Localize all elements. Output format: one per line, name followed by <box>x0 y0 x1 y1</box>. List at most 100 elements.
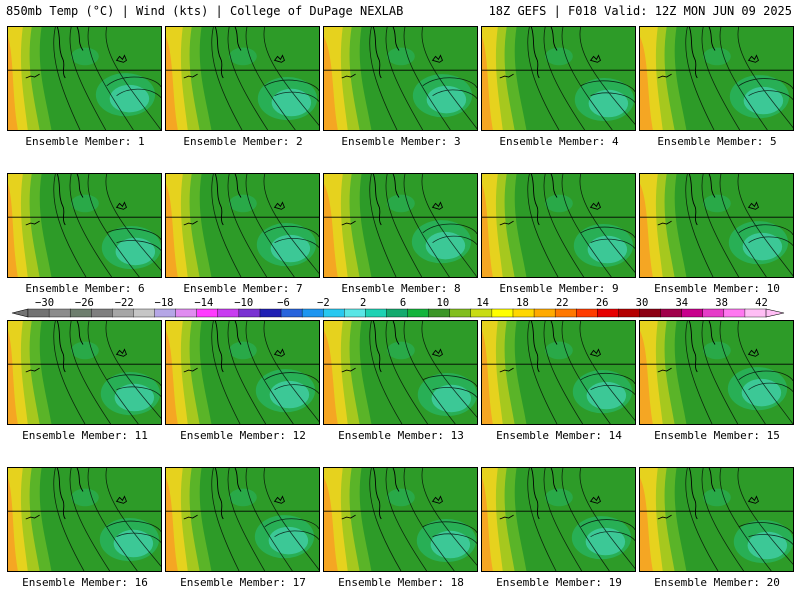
colorbar-swatch <box>259 308 282 318</box>
temperature-map <box>324 321 477 424</box>
colorbar-swatch <box>470 308 493 318</box>
ensemble-panel <box>639 173 794 278</box>
ensemble-member-label: Ensemble Member: 20 <box>654 576 780 589</box>
colorbar-tick-label: −6 <box>277 297 290 309</box>
temperature-map <box>640 27 793 130</box>
ensemble-panel <box>7 467 162 572</box>
ensemble-member-label: Ensemble Member: 11 <box>22 429 148 442</box>
ensemble-panel <box>639 467 794 572</box>
colorbar-tick-label: 38 <box>715 297 728 309</box>
temperature-map <box>324 27 477 130</box>
temperature-map <box>8 27 161 130</box>
temperature-map <box>482 27 635 130</box>
colorbar-tick-label: −26 <box>75 297 94 309</box>
ensemble-member-label: Ensemble Member: 12 <box>180 429 306 442</box>
ensemble-member-label: Ensemble Member: 9 <box>499 282 619 295</box>
colorbar-swatch <box>217 308 240 318</box>
colorbar-tick-label: 22 <box>556 297 569 309</box>
colorbar-swatch <box>512 308 535 318</box>
colorbar-tick-label: 14 <box>476 297 489 309</box>
colorbar-swatch <box>91 308 113 318</box>
ensemble-panel <box>639 26 794 131</box>
temperature-map <box>8 174 161 277</box>
colorbar-swatch <box>48 308 71 318</box>
ensemble-member-label: Ensemble Member: 6 <box>25 282 145 295</box>
ensemble-panel <box>481 173 636 278</box>
ensemble-panel <box>481 320 636 425</box>
colorbar-swatch <box>238 308 261 318</box>
ensemble-member-label: Ensemble Member: 13 <box>338 429 464 442</box>
colorbar-swatch <box>301 308 324 318</box>
colorbar-tick-label: −18 <box>155 297 174 309</box>
colorbar-tick-label: 10 <box>437 297 450 309</box>
ensemble-member-label: Ensemble Member: 15 <box>654 429 780 442</box>
colorbar-tick-label: 2 <box>360 297 366 309</box>
colorbar-swatch <box>449 308 472 318</box>
model-run-info: 18Z GEFS | F018 Valid: 12Z MON JUN 09 20… <box>488 4 792 18</box>
colorbar-swatch <box>133 308 156 318</box>
ensemble-member-label: Ensemble Member: 5 <box>657 135 777 148</box>
temperature-map <box>8 468 161 571</box>
colorbar-swatch <box>69 308 92 318</box>
ensemble-member-label: Ensemble Member: 7 <box>183 282 303 295</box>
colorbar-swatch <box>175 308 198 318</box>
ensemble-panel <box>165 173 320 278</box>
temperature-map <box>324 174 477 277</box>
temperature-map <box>166 174 319 277</box>
ensemble-panel <box>165 467 320 572</box>
temperature-map <box>166 468 319 571</box>
temperature-map <box>640 321 793 424</box>
colorbar-swatch <box>533 308 556 318</box>
temperature-map <box>324 468 477 571</box>
temperature-map <box>482 174 635 277</box>
ensemble-panel <box>639 320 794 425</box>
colorbar-tick-label: −2 <box>317 297 330 309</box>
temperature-map <box>166 321 319 424</box>
colorbar-tick-label: 6 <box>400 297 406 309</box>
colorbar-swatch <box>407 308 430 318</box>
ensemble-member-label: Ensemble Member: 4 <box>499 135 619 148</box>
colorbar-tick-label: 26 <box>596 297 609 309</box>
ensemble-panel <box>323 26 478 131</box>
map-title: 850mb Temp (°C) | Wind (kts) | College o… <box>6 4 404 18</box>
colorbar-swatch <box>554 308 577 318</box>
colorbar-arrow-low <box>11 308 29 318</box>
ensemble-member-label: Ensemble Member: 16 <box>22 576 148 589</box>
colorbar-tick-label: −10 <box>234 297 253 309</box>
temperature-map <box>640 174 793 277</box>
colorbar-tick-label: −14 <box>194 297 213 309</box>
colorbar-swatch <box>597 308 619 318</box>
temperature-map <box>8 321 161 424</box>
colorbar-swatch <box>639 308 662 318</box>
ensemble-member-label: Ensemble Member: 18 <box>338 576 464 589</box>
colorbar-swatch <box>196 308 219 318</box>
colorbar-tick-label: 34 <box>675 297 688 309</box>
ensemble-panel <box>7 173 162 278</box>
temperature-colorbar: −30 −26 −22 −18 −14 −10 −6 −2 2 6 10 14 18 22 26 30 34 38… <box>11 297 785 318</box>
colorbar-swatch <box>386 308 409 318</box>
colorbar-tick-label: −22 <box>115 297 134 309</box>
colorbar-tick-label: 18 <box>516 297 529 309</box>
ensemble-panel <box>323 173 478 278</box>
colorbar-swatch <box>154 308 177 318</box>
ensemble-panel <box>481 467 636 572</box>
ensemble-member-label: Ensemble Member: 10 <box>654 282 780 295</box>
colorbar-swatch <box>344 308 366 318</box>
colorbar-swatch <box>702 308 725 318</box>
colorbar-swatch <box>618 308 640 318</box>
temperature-map <box>482 468 635 571</box>
ensemble-member-label: Ensemble Member: 17 <box>180 576 306 589</box>
colorbar-tick-label: 42 <box>755 297 768 309</box>
colorbar-swatch <box>491 308 514 318</box>
colorbar-swatch <box>744 308 767 318</box>
colorbar-swatch <box>428 308 451 318</box>
colorbar-swatch <box>280 308 303 318</box>
ensemble-panel <box>323 467 478 572</box>
colorbar-swatch <box>660 308 683 318</box>
colorbar-arrow-high <box>765 308 785 318</box>
ensemble-member-label: Ensemble Member: 2 <box>183 135 303 148</box>
ensemble-member-label: Ensemble Member: 3 <box>341 135 461 148</box>
ensemble-panel <box>165 320 320 425</box>
colorbar-swatch <box>112 308 134 318</box>
colorbar-swatch <box>323 308 345 318</box>
